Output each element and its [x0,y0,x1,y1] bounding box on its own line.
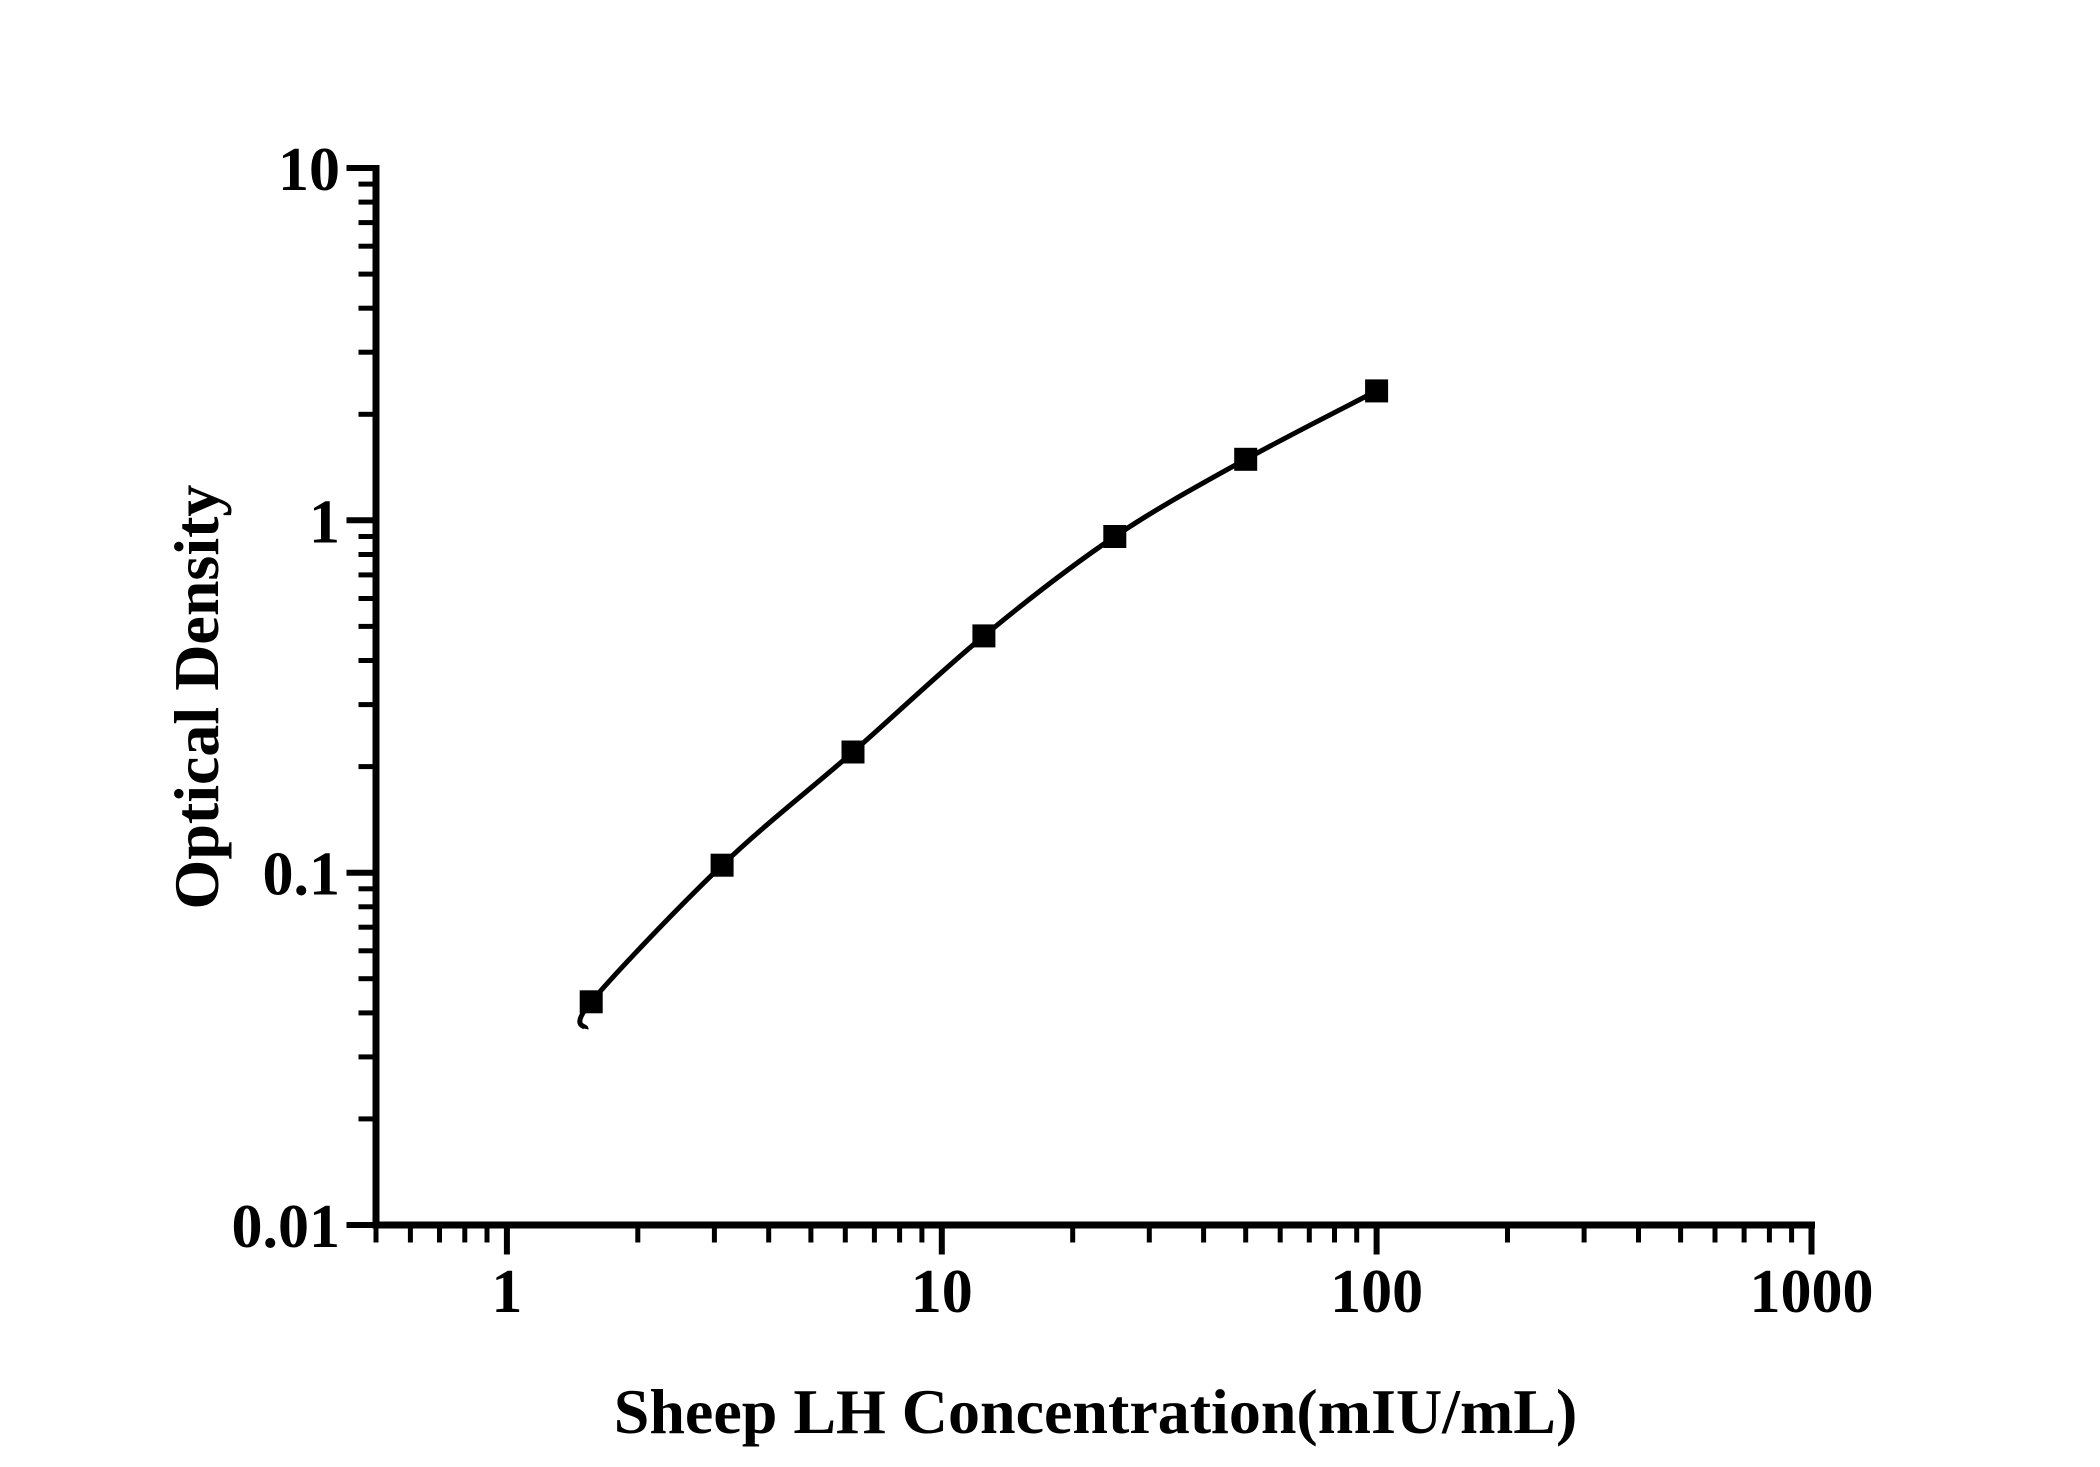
y-tick-label: 0.1 [263,841,341,909]
y-axis-title: Optical Density [161,484,232,910]
y-tick-label: 1 [309,488,340,556]
x-tick-label: 10 [911,1258,973,1326]
x-tick-label: 100 [1330,1258,1423,1326]
y-tick-label: 10 [278,136,340,204]
x-tick-label: 1 [491,1258,522,1326]
data-point-marker [841,740,865,764]
data-point-marker [1365,379,1389,403]
y-tick-label: 0.01 [232,1193,341,1261]
x-axis-title: Sheep LH Concentration(mIU/mL) [613,1376,1578,1447]
data-point-marker [1234,447,1258,471]
x-tick-label: 1000 [1750,1258,1874,1326]
data-point-marker [1103,525,1127,548]
data-point-marker [579,990,603,1014]
data-point-marker [710,853,734,877]
data-point-marker [972,624,996,648]
standard-curve-line [577,388,1378,1031]
